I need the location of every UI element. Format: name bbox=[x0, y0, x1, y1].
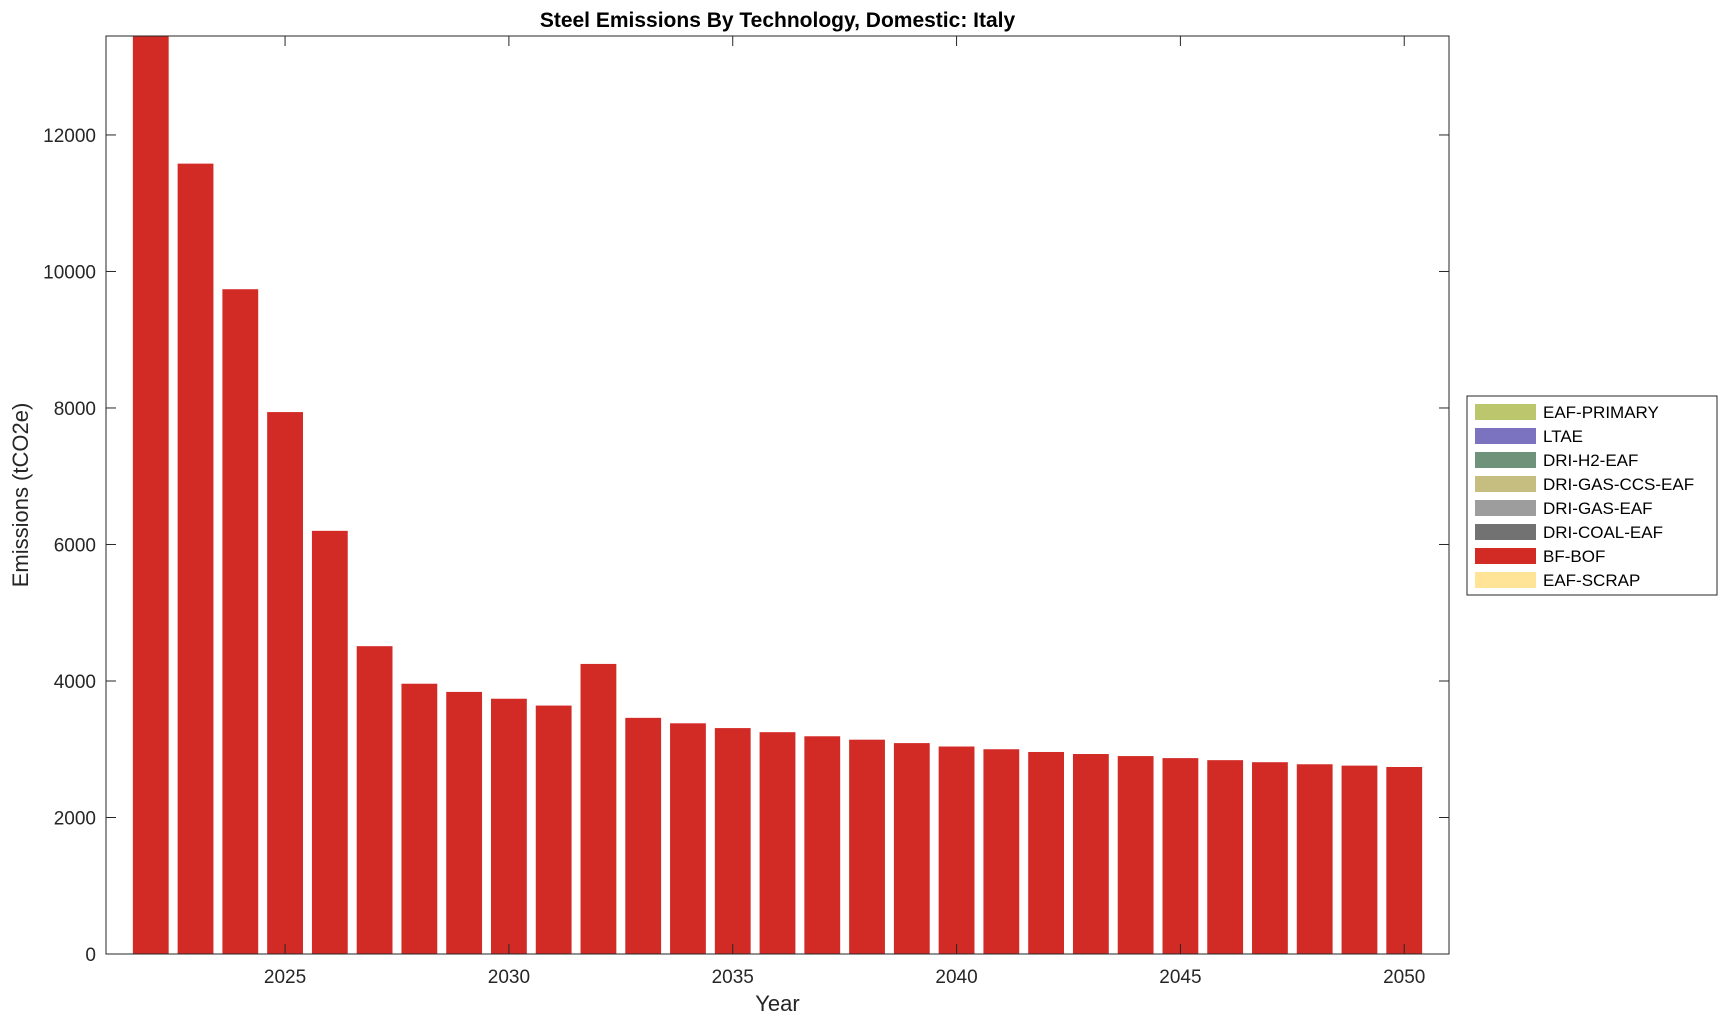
bar-bf-bof-2049 bbox=[1341, 765, 1378, 954]
bar-bf-bof-2040 bbox=[938, 746, 975, 954]
y-axis-label: Emissions (tCO2e) bbox=[8, 403, 33, 588]
bar-bf-bof-2033 bbox=[625, 717, 662, 954]
y-tick-label-0: 0 bbox=[85, 945, 96, 966]
bar-bf-bof-2034 bbox=[670, 723, 706, 954]
legend-swatch-dri-h2-eaf bbox=[1475, 452, 1536, 468]
axis-ticks: 2025 2030 2035 2040 2045 2050 0 2000 4000 6000 800… bbox=[43, 36, 1449, 988]
bar-bf-bof-2038 bbox=[849, 739, 885, 954]
bar-bf-bof-2023 bbox=[177, 163, 214, 955]
legend-label-dri-gas-eaf: DRI-GAS-EAF bbox=[1543, 499, 1653, 518]
bar-bf-bof-2030 bbox=[490, 698, 527, 954]
bar-bf-bof-2022 bbox=[132, 36, 169, 954]
bar-bf-bof-2050 bbox=[1386, 766, 1423, 954]
bar-bf-bof-2046 bbox=[1207, 760, 1244, 954]
legend-label-eaf-scrap: EAF-SCRAP bbox=[1543, 571, 1640, 590]
bar-bf-bof-2039 bbox=[893, 743, 930, 954]
x-tick-label-2045: 2045 bbox=[1159, 967, 1201, 988]
legend: EAF-PRIMARY LTAE DRI-H2-EAF DRI-GAS-CCS-EAF… bbox=[1466, 395, 1718, 596]
legend-swatch-bf-bof bbox=[1475, 548, 1536, 564]
bar-bf-bof-2042 bbox=[1028, 751, 1065, 954]
bar-bf-bof-2041 bbox=[983, 749, 1020, 954]
bar-bf-bof-2029 bbox=[446, 691, 483, 954]
y-tick-label-12000: 12000 bbox=[43, 126, 96, 147]
bars-layer bbox=[132, 36, 1423, 955]
legend-swatch-eaf-scrap bbox=[1475, 572, 1536, 588]
x-tick-label-2035: 2035 bbox=[712, 967, 754, 988]
legend-label-bf-bof: BF-BOF bbox=[1543, 547, 1605, 566]
x-tick-label-2050: 2050 bbox=[1383, 967, 1425, 988]
legend-label-dri-h2-eaf: DRI-H2-EAF bbox=[1543, 451, 1638, 470]
bar-bf-bof-2047 bbox=[1252, 762, 1288, 954]
legend-swatch-dri-gas-eaf bbox=[1475, 500, 1536, 516]
legend-label-eaf-primary: EAF-PRIMARY bbox=[1543, 403, 1659, 422]
bar-bf-bof-2043 bbox=[1072, 754, 1109, 954]
legend-label-dri-coal-eaf: DRI-COAL-EAF bbox=[1543, 523, 1663, 542]
legend-swatch-dri-coal-eaf bbox=[1475, 524, 1536, 540]
y-tick-label-2000: 2000 bbox=[54, 808, 96, 829]
legend-label-ltae: LTAE bbox=[1543, 427, 1583, 446]
y-tick-label-8000: 8000 bbox=[54, 399, 96, 420]
bar-bf-bof-2024 bbox=[222, 289, 259, 954]
y-tick-label-6000: 6000 bbox=[54, 535, 96, 556]
bar-bf-bof-2045 bbox=[1162, 758, 1199, 954]
legend-swatch-dri-gas-ccs-eaf bbox=[1475, 476, 1536, 492]
y-tick-label-4000: 4000 bbox=[54, 672, 96, 693]
bar-bf-bof-2028 bbox=[401, 683, 438, 954]
bar-bf-bof-2044 bbox=[1117, 756, 1154, 954]
x-tick-label-2030: 2030 bbox=[488, 967, 530, 988]
plot-area-frame bbox=[105, 35, 1450, 955]
bar-bf-bof-2031 bbox=[535, 705, 572, 954]
x-tick-label-2025: 2025 bbox=[264, 967, 306, 988]
bar-bf-bof-2036 bbox=[759, 732, 796, 954]
legend-label-dri-gas-ccs-eaf: DRI-GAS-CCS-EAF bbox=[1543, 475, 1694, 494]
x-axis-label: Year bbox=[755, 991, 799, 1016]
legend-swatch-eaf-primary bbox=[1475, 404, 1536, 420]
legend-swatch-ltae bbox=[1475, 428, 1536, 444]
bar-bf-bof-2027 bbox=[356, 646, 393, 954]
x-tick-label-2040: 2040 bbox=[935, 967, 977, 988]
bar-bf-bof-2025 bbox=[267, 412, 303, 954]
bar-bf-bof-2026 bbox=[311, 530, 348, 954]
bar-bf-bof-2048 bbox=[1296, 764, 1333, 954]
bar-bf-bof-2035 bbox=[714, 728, 751, 954]
chart-title: Steel Emissions By Technology, Domestic:… bbox=[540, 9, 1016, 32]
bar-bf-bof-2032 bbox=[580, 663, 617, 954]
y-tick-label-10000: 10000 bbox=[43, 262, 96, 283]
bar-bf-bof-2037 bbox=[804, 736, 841, 954]
